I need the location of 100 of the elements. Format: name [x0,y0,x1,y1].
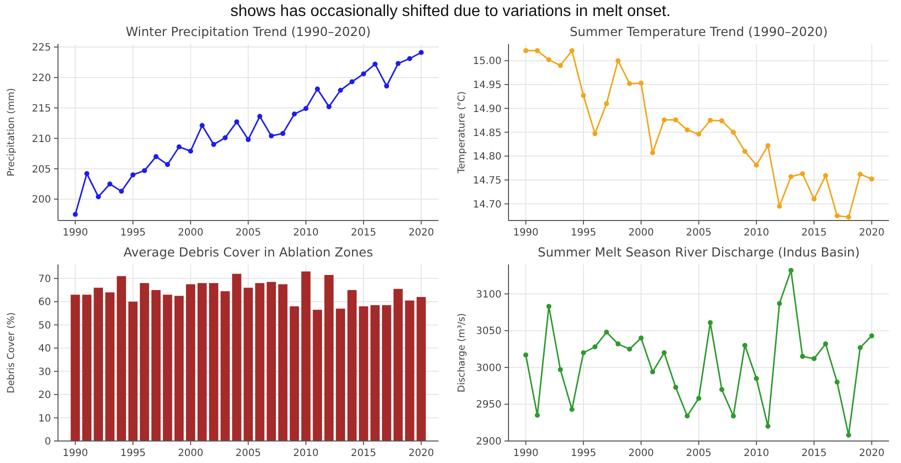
chart-title: Average Debris Cover in Ablation Zones [124,244,373,260]
chart-title: Summer Melt Season River Discharge (Indus Basin) [538,244,860,260]
x-tick-label: 2020 [408,228,434,238]
x-tick-label: 2015 [350,448,376,459]
x-tick-label: 2010 [293,448,319,459]
bar [370,305,380,441]
point [280,130,286,136]
point [234,119,240,124]
point [662,117,667,122]
point [558,367,563,372]
x-tick-label: 2010 [744,448,770,459]
x-tick-label: 2000 [628,448,654,459]
y-tick-label: 200 [32,194,51,206]
point [684,127,690,132]
x-tick-label: 2005 [686,448,712,459]
bar [278,284,288,441]
y-tick-label: 3100 [476,289,502,300]
y-axis-title: Precipitation (mm) [6,88,17,176]
y-tick-label: 14.70 [472,199,502,210]
bar [382,305,392,441]
point [84,171,90,176]
y-axis-title: Discharge (m³/s) [456,313,468,392]
bar [312,310,322,441]
bar [416,297,426,441]
point [812,356,817,362]
bar [70,294,80,441]
point [418,50,424,56]
point [546,57,552,62]
point [523,48,528,54]
point [754,376,759,381]
point [546,304,552,309]
point [788,268,794,273]
bar [358,306,368,441]
point [314,86,320,92]
bar [198,283,207,441]
y-tick-label: 60 [38,297,51,308]
y-tick-label: 14.85 [472,128,502,139]
point [742,342,748,348]
point [130,172,136,178]
point [592,131,598,136]
point [154,154,159,160]
y-tick-label: 225 [32,42,51,54]
point [165,162,170,168]
point [776,204,782,209]
bar [162,294,172,441]
bar [244,288,253,441]
point [812,196,817,202]
bar [266,282,276,441]
point [523,352,528,358]
point [684,413,690,418]
point [650,150,656,156]
point [303,106,308,112]
point [361,71,366,76]
bar [394,288,403,441]
point [673,384,678,390]
x-tick-label: 2000 [628,228,654,238]
y-tick-label: 215 [32,103,51,114]
point [558,62,563,68]
point [858,345,863,350]
x-tick-label: 2000 [178,228,204,238]
x-tick-label: 2010 [744,228,770,238]
text: shows has occasionally shifted due to variations in melt onset. [230,3,671,20]
y-tick-label: 14.90 [472,104,502,115]
point [823,173,828,178]
bar [290,306,299,441]
point [246,137,251,142]
point [211,142,216,147]
x-tick-label: 2000 [178,448,204,459]
point [708,118,713,123]
point [592,344,598,350]
point [616,58,621,64]
point [118,188,124,194]
bar [209,283,218,441]
point [823,341,828,346]
bar [174,296,184,441]
point [696,396,702,401]
x-tick-label: 1995 [120,228,146,238]
point [834,213,840,218]
bar [301,271,311,441]
x-tick-label: 1990 [513,228,539,238]
bar [82,294,92,441]
point [200,123,205,128]
bar [105,292,114,441]
bar [186,284,196,441]
x-tick-label: 2020 [858,228,884,238]
y-tick-label: 40 [38,344,51,355]
chart-title: Summer Temperature Trend (1990–2020) [570,24,828,39]
point [788,174,794,180]
point [580,93,586,98]
point [107,181,112,186]
y-tick-label: 50 [38,320,51,332]
bar [151,290,161,441]
point [765,143,770,148]
point [176,144,182,150]
point [858,172,863,177]
point [742,148,748,154]
point [580,350,586,356]
x-tick-label: 2005 [236,448,261,459]
point [846,214,852,220]
point [834,380,840,385]
